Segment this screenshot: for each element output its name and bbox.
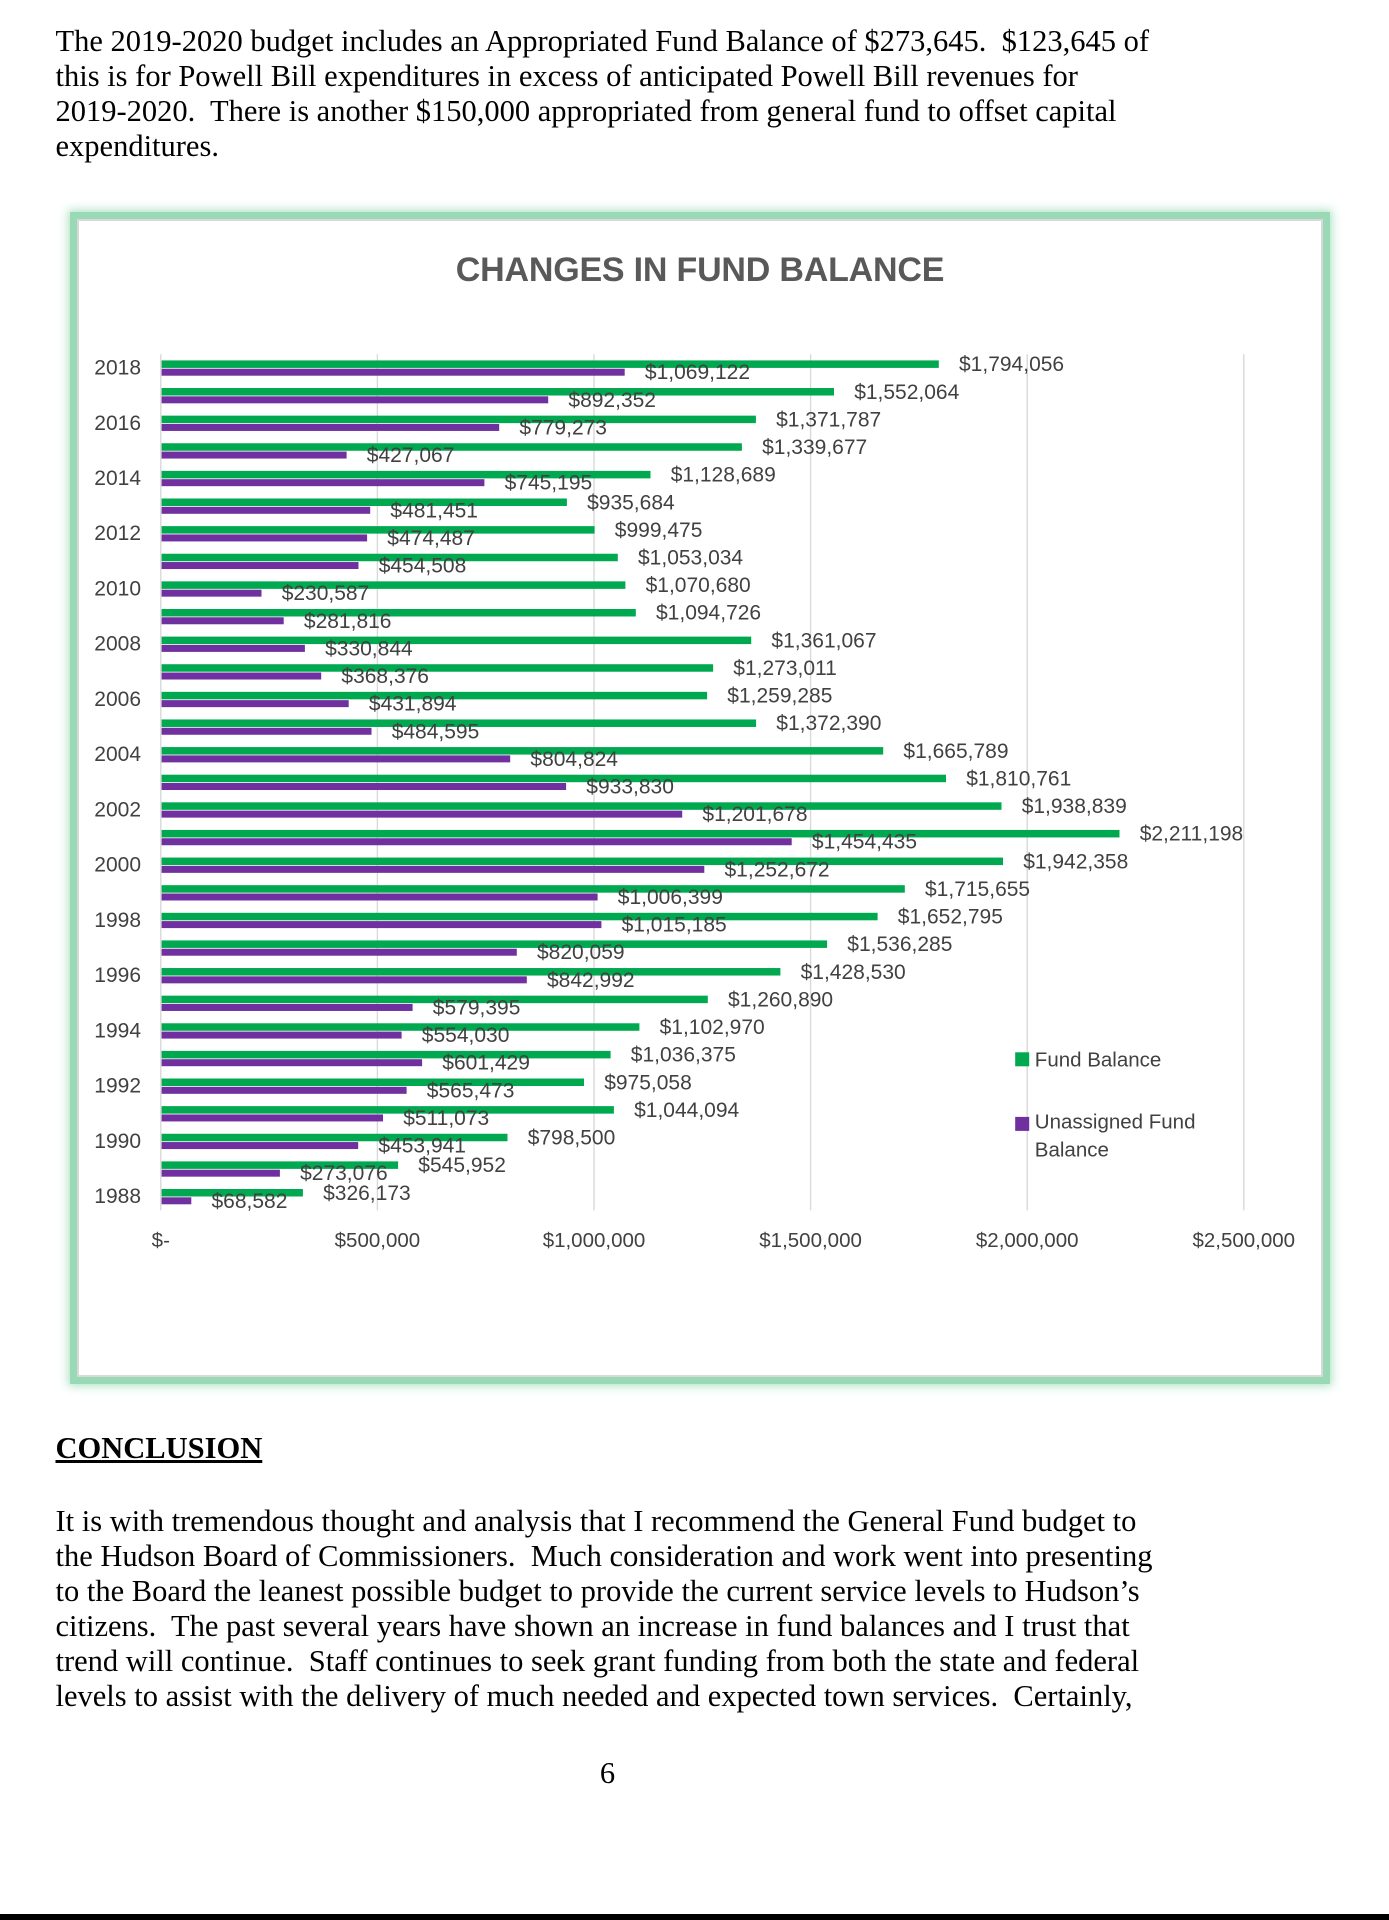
svg-text:$842,992: $842,992 bbox=[547, 969, 635, 992]
svg-text:$1,044,094: $1,044,094 bbox=[634, 1099, 739, 1122]
svg-text:$545,952: $545,952 bbox=[418, 1154, 506, 1177]
svg-text:CHANGES IN FUND BALANCE: CHANGES IN FUND BALANCE bbox=[456, 251, 944, 289]
svg-text:$1,102,970: $1,102,970 bbox=[660, 1016, 765, 1039]
svg-text:$1,942,358: $1,942,358 bbox=[1023, 850, 1128, 873]
svg-text:$933,830: $933,830 bbox=[586, 776, 674, 799]
svg-text:$1,000,000: $1,000,000 bbox=[543, 1229, 646, 1252]
svg-text:$1,069,122: $1,069,122 bbox=[645, 361, 750, 384]
svg-text:$1,094,726: $1,094,726 bbox=[656, 602, 761, 625]
svg-text:$1,794,056: $1,794,056 bbox=[959, 353, 1064, 376]
svg-text:$1,454,435: $1,454,435 bbox=[812, 831, 917, 854]
svg-text:2000: 2000 bbox=[94, 854, 141, 877]
svg-text:$1,428,530: $1,428,530 bbox=[801, 961, 906, 984]
svg-text:$1,536,285: $1,536,285 bbox=[847, 933, 952, 956]
svg-text:2002: 2002 bbox=[94, 798, 141, 821]
svg-text:$1,810,761: $1,810,761 bbox=[966, 767, 1071, 790]
svg-text:$1,259,285: $1,259,285 bbox=[727, 685, 832, 708]
svg-text:2008: 2008 bbox=[94, 633, 141, 656]
svg-text:$779,273: $779,273 bbox=[519, 416, 607, 439]
svg-text:$453,941: $453,941 bbox=[378, 1135, 466, 1158]
svg-text:$565,473: $565,473 bbox=[427, 1079, 515, 1102]
svg-text:$820,059: $820,059 bbox=[537, 941, 625, 964]
svg-text:Unassigned Fund: Unassigned Fund bbox=[1035, 1110, 1196, 1133]
svg-text:$1,361,067: $1,361,067 bbox=[771, 629, 876, 652]
svg-text:$474,487: $474,487 bbox=[387, 527, 475, 550]
svg-text:$554,030: $554,030 bbox=[422, 1024, 510, 1047]
svg-text:$2,211,198: $2,211,198 bbox=[1140, 823, 1244, 846]
svg-text:$999,475: $999,475 bbox=[615, 519, 703, 542]
svg-text:2010: 2010 bbox=[94, 577, 141, 600]
svg-text:$484,595: $484,595 bbox=[392, 720, 480, 743]
svg-text:$500,000: $500,000 bbox=[335, 1229, 421, 1252]
svg-text:$1,372,390: $1,372,390 bbox=[776, 712, 881, 735]
svg-text:2016: 2016 bbox=[94, 412, 141, 435]
svg-text:$2,000,000: $2,000,000 bbox=[976, 1229, 1079, 1252]
svg-text:2006: 2006 bbox=[94, 688, 141, 711]
svg-text:$1,552,064: $1,552,064 bbox=[854, 381, 959, 404]
svg-text:$427,067: $427,067 bbox=[367, 444, 455, 467]
svg-text:$1,036,375: $1,036,375 bbox=[631, 1044, 736, 1067]
svg-text:$273,076: $273,076 bbox=[300, 1162, 388, 1185]
svg-text:1992: 1992 bbox=[94, 1075, 141, 1098]
svg-text:$1,371,787: $1,371,787 bbox=[776, 408, 881, 431]
svg-text:$230,587: $230,587 bbox=[282, 582, 370, 605]
svg-text:1988: 1988 bbox=[94, 1185, 141, 1208]
svg-text:$601,429: $601,429 bbox=[442, 1052, 530, 1075]
svg-text:$1,053,034: $1,053,034 bbox=[638, 546, 743, 569]
svg-text:$1,715,655: $1,715,655 bbox=[925, 878, 1030, 901]
svg-text:1990: 1990 bbox=[94, 1130, 141, 1153]
svg-text:2018: 2018 bbox=[94, 357, 141, 380]
svg-text:$1,665,789: $1,665,789 bbox=[903, 740, 1008, 763]
svg-text:$368,376: $368,376 bbox=[341, 665, 429, 688]
svg-text:$975,058: $975,058 bbox=[604, 1071, 692, 1094]
svg-text:Balance: Balance bbox=[1035, 1138, 1109, 1161]
svg-text:$1,128,689: $1,128,689 bbox=[671, 464, 776, 487]
svg-text:$1,273,011: $1,273,011 bbox=[733, 657, 837, 680]
svg-text:$-: $- bbox=[152, 1229, 170, 1252]
svg-text:$1,006,399: $1,006,399 bbox=[618, 886, 723, 909]
svg-text:1996: 1996 bbox=[94, 964, 141, 987]
svg-text:$745,195: $745,195 bbox=[505, 472, 593, 495]
svg-text:$281,816: $281,816 bbox=[304, 610, 392, 633]
svg-text:Fund Balance: Fund Balance bbox=[1035, 1048, 1162, 1071]
svg-text:$454,508: $454,508 bbox=[379, 555, 467, 578]
svg-text:$892,352: $892,352 bbox=[568, 389, 656, 412]
svg-text:1998: 1998 bbox=[94, 909, 141, 932]
svg-text:$579,395: $579,395 bbox=[433, 996, 521, 1019]
svg-text:$1,260,890: $1,260,890 bbox=[728, 988, 833, 1011]
svg-text:$1,500,000: $1,500,000 bbox=[759, 1229, 862, 1252]
svg-text:$330,844: $330,844 bbox=[325, 637, 413, 660]
svg-text:$2,500,000: $2,500,000 bbox=[1192, 1229, 1295, 1252]
svg-text:$935,684: $935,684 bbox=[587, 491, 675, 514]
svg-text:$1,201,678: $1,201,678 bbox=[702, 803, 807, 826]
svg-text:$804,824: $804,824 bbox=[530, 748, 618, 771]
svg-text:$326,173: $326,173 bbox=[323, 1182, 411, 1205]
svg-text:$68,582: $68,582 bbox=[212, 1190, 288, 1213]
svg-text:$1,015,185: $1,015,185 bbox=[622, 914, 727, 937]
svg-text:$1,070,680: $1,070,680 bbox=[646, 574, 751, 597]
svg-text:2014: 2014 bbox=[94, 467, 141, 490]
svg-text:2004: 2004 bbox=[94, 743, 141, 766]
svg-text:1994: 1994 bbox=[94, 1019, 141, 1042]
svg-text:$1,252,672: $1,252,672 bbox=[725, 858, 830, 881]
svg-text:2012: 2012 bbox=[94, 522, 141, 545]
svg-text:$798,500: $798,500 bbox=[528, 1127, 616, 1150]
svg-text:$431,894: $431,894 bbox=[369, 693, 457, 716]
svg-text:$1,938,839: $1,938,839 bbox=[1022, 795, 1127, 818]
svg-text:$511,073: $511,073 bbox=[403, 1107, 489, 1130]
svg-text:$1,652,795: $1,652,795 bbox=[898, 906, 1003, 929]
svg-text:$481,451: $481,451 bbox=[390, 499, 478, 522]
svg-text:$1,339,677: $1,339,677 bbox=[762, 436, 867, 459]
